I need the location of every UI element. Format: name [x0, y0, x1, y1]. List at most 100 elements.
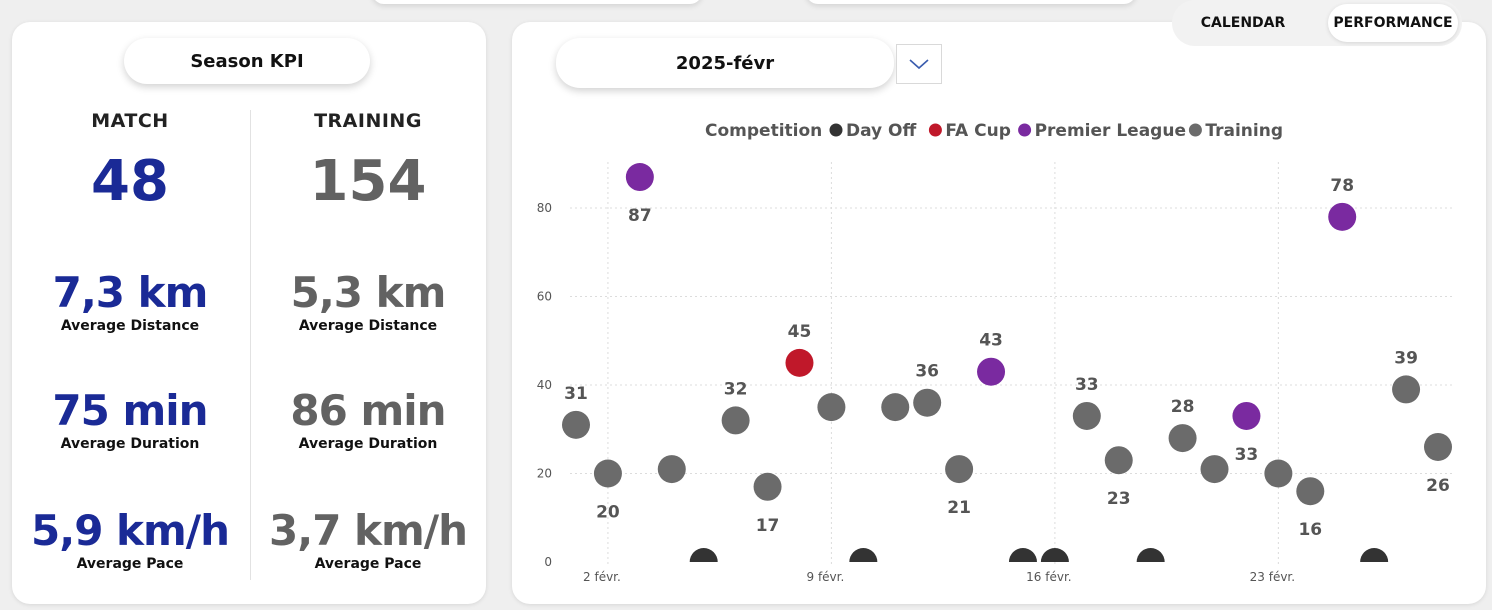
legend-item: Premier League	[1035, 121, 1186, 141]
data-point	[625, 163, 654, 192]
match-header: MATCH	[91, 110, 169, 132]
data-point	[562, 410, 590, 439]
match-duration-value: 75 min	[52, 386, 208, 435]
legend-marker	[1188, 123, 1202, 137]
y-tick-label: 60	[537, 290, 552, 304]
match-distance-value: 7,3 km	[52, 268, 209, 317]
training-pace: 3,7 km/h Average Pace	[250, 506, 486, 573]
x-tick-label: 9 févr.	[807, 570, 845, 584]
match-duration-label: Average Duration	[60, 436, 200, 452]
data-label: 36	[915, 362, 939, 382]
month-dropdown-button[interactable]	[896, 44, 942, 84]
data-point	[1264, 459, 1293, 488]
data-label: 78	[1330, 176, 1354, 196]
data-label: 32	[724, 379, 748, 399]
legend-marker	[928, 123, 942, 137]
calendar-tab[interactable]: CALENDAR	[1200, 15, 1286, 31]
kpi-title: Season KPI	[124, 38, 370, 84]
legend-item: FA Cup	[945, 121, 1011, 141]
data-point	[657, 455, 686, 484]
training-distance-label: Average Distance	[298, 318, 438, 334]
training-duration-label: Average Duration	[298, 436, 438, 452]
data-point	[1072, 401, 1101, 430]
data-point	[1104, 446, 1133, 475]
match-distance-label: Average Distance	[60, 318, 200, 334]
data-label: 31	[564, 384, 588, 404]
data-point	[1200, 455, 1229, 484]
x-tick-label: 2 févr.	[583, 570, 621, 584]
data-label: 87	[628, 206, 652, 226]
match-distance: 7,3 km Average Distance	[12, 268, 248, 335]
match-pace: 5,9 km/h Average Pace	[12, 506, 248, 573]
data-label: 21	[947, 498, 971, 518]
data-point	[1296, 477, 1325, 506]
view-toggle: CALENDAR PERFORMANCE	[1172, 0, 1462, 46]
performance-chart-card: 2025-févr 0 20 40 60 80 2 févr. 9 févr. 16 févr…	[512, 22, 1486, 604]
data-point	[1040, 548, 1069, 562]
data-point	[881, 393, 910, 422]
data-label: 33	[1075, 375, 1099, 395]
training-duration: 86 min Average Duration	[250, 386, 486, 453]
legend-item: Day Off	[846, 121, 917, 141]
data-point	[1328, 202, 1357, 231]
scatter-chart: 0 20 40 60 80 2 févr. 9 févr. 16 févr. 23 févr. C…	[537, 121, 1452, 584]
data-point	[753, 472, 782, 501]
data-point	[1008, 548, 1037, 562]
data-point	[785, 348, 814, 377]
data-point	[721, 406, 750, 435]
data-label: 16	[1298, 520, 1322, 540]
data-point	[1392, 375, 1421, 404]
training-pace-value: 3,7 km/h	[269, 506, 468, 555]
training-duration-value: 86 min	[290, 386, 446, 435]
match-count: 48	[91, 149, 169, 214]
kpi-divider	[250, 110, 251, 580]
data-point	[1424, 432, 1452, 461]
data-label: 43	[979, 331, 1003, 351]
training-pace-label: Average Pace	[314, 556, 422, 572]
legend-item: Training	[1205, 121, 1283, 141]
data-point	[913, 388, 942, 417]
hidden-tab-left	[372, 0, 702, 4]
data-point	[945, 455, 974, 484]
data-label: 23	[1107, 489, 1131, 509]
data-label: 39	[1394, 348, 1418, 368]
training-distance-value: 5,3 km	[290, 268, 447, 317]
x-tick-label: 23 févr.	[1250, 570, 1295, 584]
x-tick-label: 16 févr.	[1026, 570, 1071, 584]
y-tick-label: 20	[537, 467, 552, 481]
data-label: 33	[1235, 445, 1259, 465]
data-point	[1360, 548, 1389, 562]
match-pace-label: Average Pace	[76, 556, 184, 572]
legend-title: Competition	[705, 121, 822, 141]
training-distance: 5,3 km Average Distance	[250, 268, 486, 335]
data-label: 26	[1426, 476, 1450, 496]
data-point	[1136, 548, 1165, 562]
training-header: TRAINING	[314, 110, 422, 132]
chevron-down-icon	[909, 59, 929, 70]
training-column: TRAINING 154	[250, 110, 486, 210]
data-label: 45	[788, 322, 812, 342]
legend-marker	[1018, 123, 1032, 137]
match-pace-value: 5,9 km/h	[31, 506, 230, 555]
data-label: 28	[1171, 397, 1195, 417]
data-point	[977, 357, 1006, 386]
y-tick-label: 40	[537, 378, 552, 392]
match-column: MATCH 48	[12, 110, 248, 210]
training-count: 154	[309, 149, 427, 214]
performance-tab[interactable]: PERFORMANCE	[1328, 4, 1458, 42]
hidden-tab-right	[806, 0, 1136, 4]
data-label: 20	[596, 503, 620, 523]
match-duration: 75 min Average Duration	[12, 386, 248, 453]
data-point	[593, 459, 622, 488]
month-filter[interactable]: 2025-févr	[556, 38, 894, 88]
y-tick-label: 0	[544, 555, 552, 569]
data-point	[689, 548, 718, 562]
data-point	[1168, 424, 1197, 453]
season-kpi-card: Season KPI MATCH 48 TRAINING 154 7,3 km …	[12, 22, 486, 604]
legend-marker	[829, 123, 843, 137]
data-label: 17	[756, 516, 780, 536]
data-point	[817, 393, 846, 422]
data-point	[849, 548, 878, 562]
data-point	[1232, 401, 1261, 430]
y-tick-label: 80	[537, 201, 552, 215]
